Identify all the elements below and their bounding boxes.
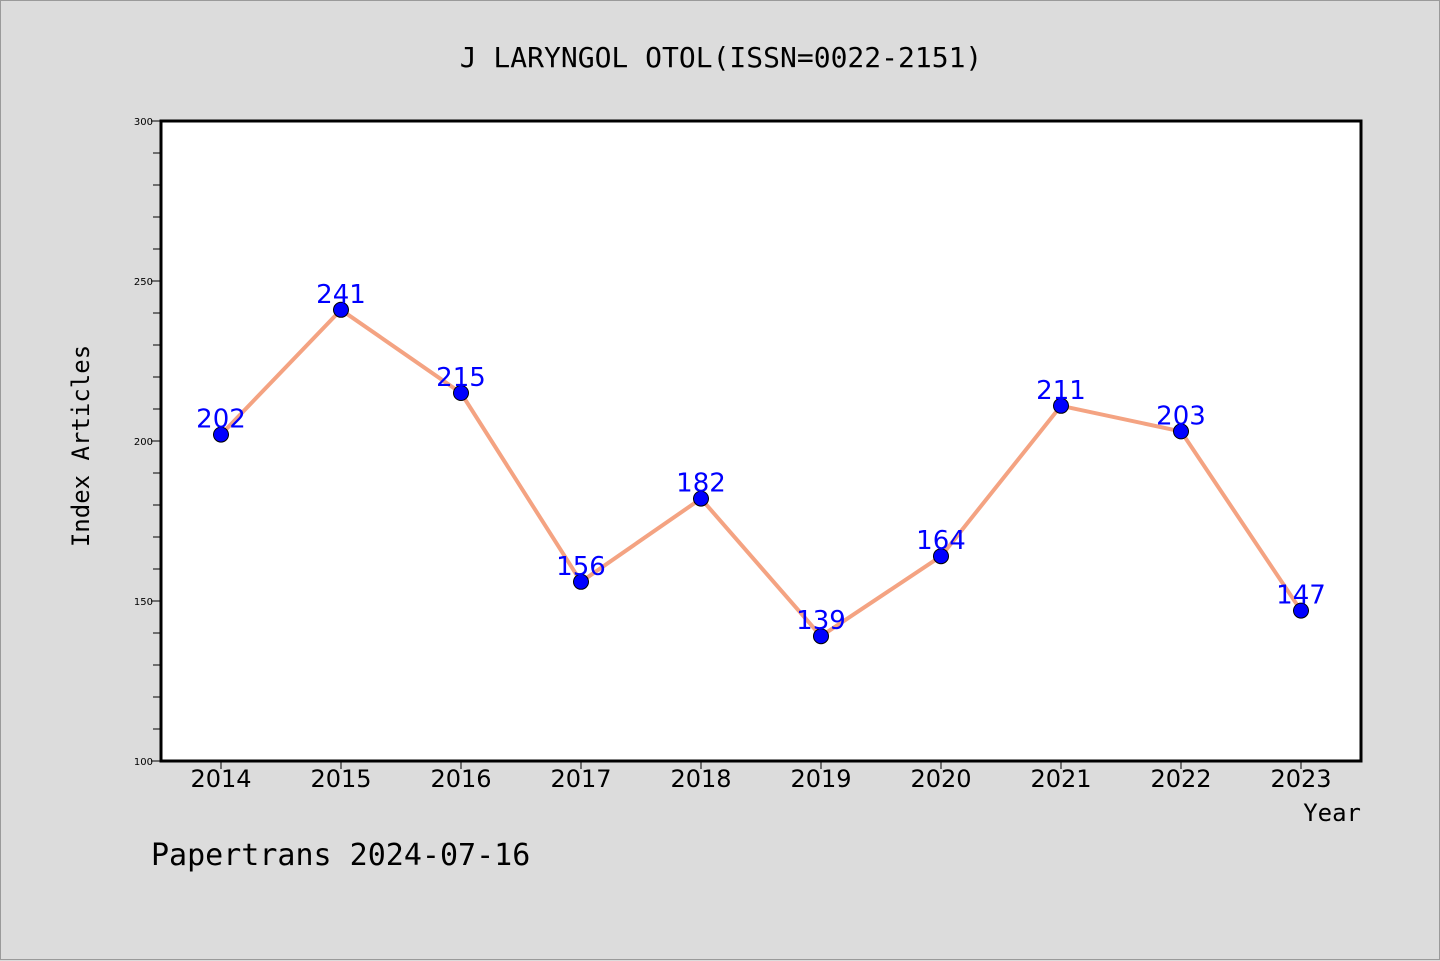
data-label: 215 [436,363,486,393]
data-point [213,426,229,443]
x-tick-label: 2023 [1270,765,1331,793]
y-tick-label: 250 [134,277,153,288]
y-tick-label: 200 [134,437,153,448]
data-point [693,490,709,507]
data-point [933,548,949,565]
data-label: 156 [556,552,606,582]
data-label: 203 [1156,401,1206,431]
chart-title: J LARYNGOL OTOL(ISSN=0022-2151) [460,41,983,74]
x-tick-label: 2018 [670,765,731,793]
data-point [813,628,829,645]
data-point [1173,423,1189,440]
y-tick-label: 100 [134,757,153,768]
y-tick-label: 150 [134,597,153,608]
data-label: 211 [1036,376,1086,406]
x-axis-label: Year [1303,799,1361,827]
data-label: 202 [196,405,246,435]
x-tick-label: 2020 [910,765,971,793]
data-label: 241 [316,280,366,310]
y-axis-label: Index Articles [67,345,95,547]
data-point [573,573,589,590]
x-tick-label: 2021 [1030,765,1091,793]
data-label: 182 [676,469,726,499]
x-tick-label: 2017 [550,765,611,793]
y-tick-label: 300 [134,117,153,128]
data-label: 164 [916,526,966,556]
data-markers [213,301,1309,645]
x-tick-label: 2015 [310,765,371,793]
x-tick-label: 2016 [430,765,491,793]
x-tick-label: 2019 [790,765,851,793]
series-line [219,307,1303,639]
data-point [453,385,469,401]
x-axis: 2014 2015 2016 2017 2018 2019 2020 2021 2022 2023 [190,761,1332,793]
footer-text: Papertrans 2024-07-16 [151,838,530,873]
x-tick-label: 2014 [190,765,251,793]
plot-area [159,119,1363,763]
data-point [333,301,349,318]
data-point [1053,397,1069,414]
x-tick-label: 2022 [1150,765,1211,793]
data-labels: 202 241 215 156 182 139 164 211 203 147 [196,280,1326,636]
data-label: 139 [796,606,846,636]
data-label: 147 [1276,581,1326,611]
data-point [1293,602,1309,619]
y-axis: 100 150 200 250 300 [134,117,161,768]
